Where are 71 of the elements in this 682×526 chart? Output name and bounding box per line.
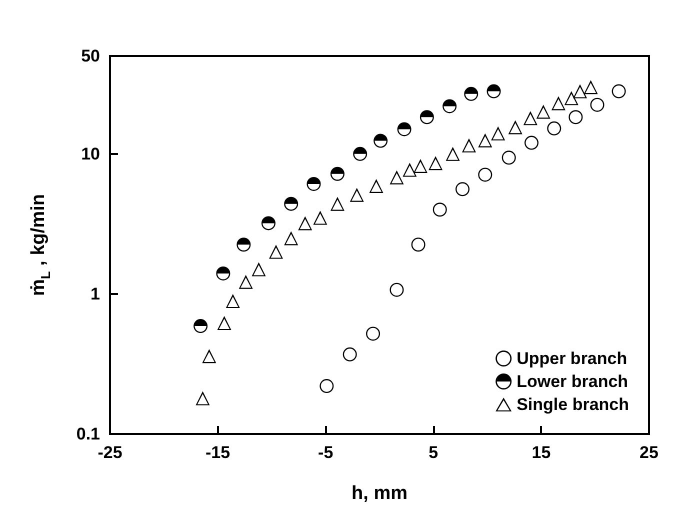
point: [194, 319, 208, 334]
y-axis-title: ṁL , kg/min: [28, 194, 53, 296]
point: [196, 391, 210, 406]
point: [269, 244, 284, 259]
point: [456, 182, 470, 196]
point: [478, 168, 492, 182]
point: [486, 84, 501, 98]
point: [564, 91, 578, 106]
point: [573, 84, 588, 98]
point: [313, 210, 328, 225]
point: [547, 121, 562, 136]
x-tick-label: -5: [318, 443, 334, 462]
point: [330, 196, 344, 211]
point: [428, 156, 443, 170]
point: [590, 98, 604, 112]
legend-label: Single branch: [516, 395, 630, 414]
point: [284, 196, 298, 211]
point: [226, 294, 240, 308]
point: [432, 202, 447, 217]
point: [612, 84, 626, 98]
legend-label: Lower branch: [516, 372, 628, 391]
y-tick-label: 0.1: [76, 424, 100, 444]
point: [261, 216, 276, 230]
point: [252, 262, 266, 276]
point: [236, 238, 251, 252]
point: [320, 379, 334, 394]
point: [464, 86, 478, 101]
point: [390, 170, 404, 184]
point: [390, 282, 404, 297]
point: [523, 111, 538, 126]
point: [369, 178, 384, 193]
y-tick-label: 1: [90, 284, 100, 304]
point: [238, 274, 253, 289]
point: [330, 166, 344, 181]
point: [524, 136, 538, 150]
point: [202, 349, 216, 364]
x-axis-title: h, mm: [352, 483, 408, 504]
point: [536, 104, 550, 119]
y-tick-label: 50: [81, 46, 100, 66]
point: [353, 146, 368, 161]
point: [420, 110, 434, 124]
point: [342, 347, 357, 362]
point: [413, 158, 428, 173]
point: [306, 176, 321, 191]
point: [402, 162, 417, 177]
point: [284, 231, 298, 246]
x-tick-label: 25: [640, 443, 658, 462]
legend-label: Upper branch: [516, 349, 628, 368]
point: [411, 238, 426, 252]
x-tick-label: 5: [428, 443, 438, 462]
point: [568, 110, 583, 124]
point: [298, 216, 312, 230]
point: [491, 126, 506, 140]
point: [374, 134, 388, 148]
point: [397, 122, 412, 136]
point: [217, 316, 232, 330]
point: [462, 138, 476, 152]
point: [478, 133, 492, 148]
point: [508, 120, 522, 134]
point: [350, 188, 364, 202]
point: [216, 266, 230, 280]
x-tick-label: 15: [532, 443, 551, 462]
y-tick-label: 10: [81, 144, 100, 164]
point: [551, 96, 566, 110]
point: [442, 99, 457, 114]
point: [446, 146, 460, 161]
point: [366, 326, 380, 341]
x-tick-label: -15: [206, 443, 230, 462]
x-tick-label: -25: [98, 443, 122, 462]
point: [584, 80, 598, 94]
point: [502, 150, 516, 165]
